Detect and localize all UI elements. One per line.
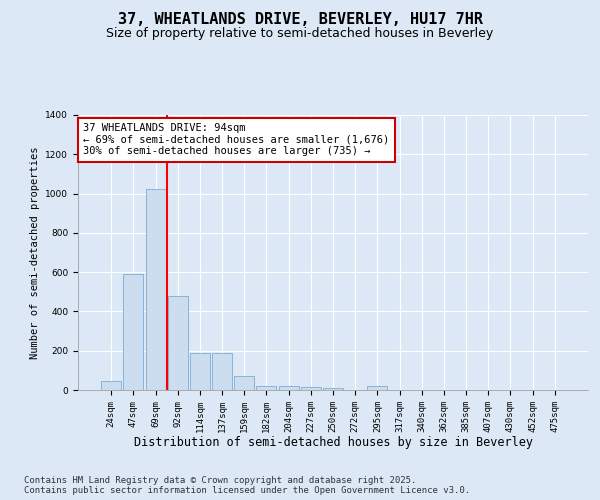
Bar (124, 274, 143, 390)
Bar (323, 388, 343, 390)
Text: 37, WHEATLANDS DRIVE, BEVERLEY, HU17 7HR: 37, WHEATLANDS DRIVE, BEVERLEY, HU17 7HR (118, 12, 482, 28)
Bar (168, 296, 188, 390)
Y-axis label: Number of semi-detached properties: Number of semi-detached properties (30, 146, 40, 359)
Bar (256, 386, 277, 390)
Bar (146, 188, 166, 390)
Text: 37 WHEATLANDS DRIVE: 94sqm
← 69% of semi-detached houses are smaller (1,676)
30%: 37 WHEATLANDS DRIVE: 94sqm ← 69% of semi… (83, 123, 389, 156)
Bar (367, 386, 388, 390)
Bar (212, 352, 232, 390)
Bar (278, 386, 299, 390)
Bar (101, 381, 121, 390)
X-axis label: Distribution of semi-detached houses by size in Beverley: Distribution of semi-detached houses by … (133, 436, 533, 449)
Bar (190, 352, 210, 390)
Bar (234, 376, 254, 390)
Text: Contains HM Land Registry data © Crown copyright and database right 2025.
Contai: Contains HM Land Registry data © Crown c… (24, 476, 470, 495)
Bar (301, 387, 321, 390)
Text: Size of property relative to semi-detached houses in Beverley: Size of property relative to semi-detach… (106, 28, 494, 40)
